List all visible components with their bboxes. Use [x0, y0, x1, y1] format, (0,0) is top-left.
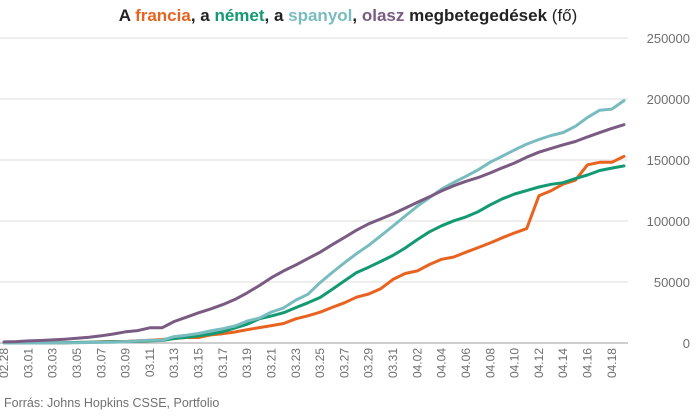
x-tick-label: 02.28: [0, 348, 11, 378]
x-tick-label: 03.27: [337, 348, 351, 378]
title-unit: (fő): [547, 6, 578, 25]
title-sep1: , a: [190, 6, 215, 25]
y-tick-label: 0: [683, 336, 690, 351]
x-tick-label: 04.12: [532, 348, 546, 378]
title-spain: spanyol: [288, 6, 353, 25]
x-tick-label: 03.21: [264, 348, 278, 378]
title-sep2: , a: [264, 6, 289, 25]
x-tick-label: 03.15: [192, 348, 206, 378]
y-axis-ticks: 0 50000 100000 150000 200000 250000: [647, 31, 690, 351]
title-italy: olasz: [361, 6, 405, 25]
x-tick-label: 03.09: [119, 348, 133, 378]
x-tick-label: 03.05: [70, 348, 84, 378]
x-tick-label: 03.31: [386, 348, 400, 378]
series-line-francia: [2, 154, 626, 345]
x-tick-label: 04.02: [410, 348, 424, 378]
x-tick-label: 03.17: [216, 348, 230, 378]
chart-title: A francia, a német, a spanyol, olasz meg…: [0, 6, 696, 26]
series-line-olasz: [2, 123, 626, 344]
x-tick-label: 04.18: [605, 348, 619, 378]
gridlines: [0, 37, 628, 283]
title-sep3: ,: [352, 6, 362, 25]
y-tick-label: 250000: [647, 31, 690, 46]
x-tick-label: 04.14: [556, 348, 570, 378]
x-tick-label: 04.04: [435, 348, 449, 378]
series-line-spanyol: [2, 99, 626, 345]
x-tick-label: 03.11: [143, 348, 157, 377]
x-tick-label: 04.08: [483, 348, 497, 378]
title-prefix: A: [118, 6, 136, 25]
x-tick-label: 04.10: [508, 348, 522, 378]
title-france: francia: [135, 6, 191, 25]
y-tick-label: 100000: [647, 214, 690, 229]
x-tick-label: 04.16: [581, 348, 595, 378]
x-tick-label: 03.03: [46, 348, 60, 378]
x-tick-label: 04.06: [459, 348, 473, 378]
x-tick-label: 03.29: [362, 348, 376, 378]
y-tick-label: 200000: [647, 92, 690, 107]
source-note: Forrás: Johns Hopkins CSSE, Portfolio: [4, 396, 220, 410]
x-tick-label: 03.13: [167, 348, 181, 378]
x-tick-label: 03.01: [21, 348, 35, 378]
y-tick-label: 50000: [654, 275, 690, 290]
y-tick-label: 150000: [647, 153, 690, 168]
x-tick-label: 03.23: [289, 348, 303, 378]
x-axis: 02.28 03.01 03.03 03.05 03.07 03.09 03.11 03.13…: [0, 342, 628, 378]
x-tick-label: 03.19: [240, 348, 254, 378]
x-tick-label: 03.07: [94, 348, 108, 378]
title-germany: német: [214, 6, 265, 25]
title-suffix: megbetegedések: [404, 6, 548, 25]
series-lines: [2, 99, 626, 345]
x-tick-label: 03.25: [313, 348, 327, 378]
